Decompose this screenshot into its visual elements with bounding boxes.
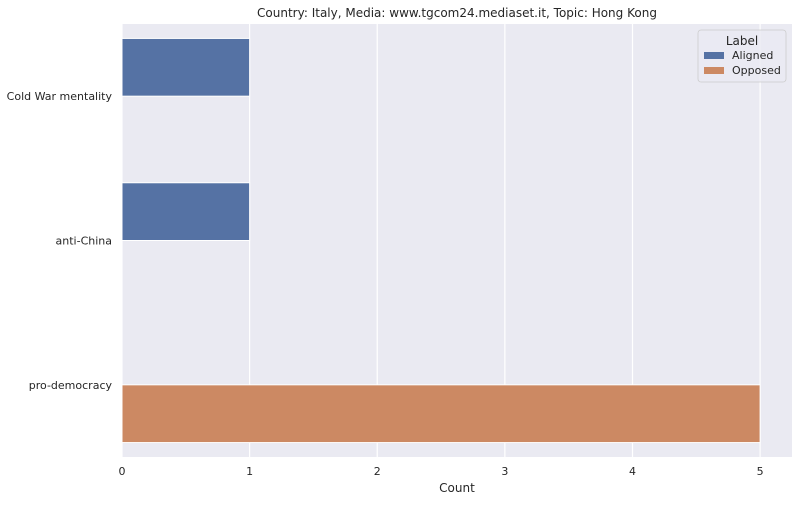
x-tick-labels: 0 1 2 3 4 5 <box>119 465 764 478</box>
legend-swatch-opposed <box>704 67 724 74</box>
legend-label-aligned: Aligned <box>732 49 773 62</box>
x-tick-label: 4 <box>629 465 636 478</box>
x-axis-label: Count <box>439 481 475 495</box>
x-tick-label: 5 <box>757 465 764 478</box>
x-tick-label: 3 <box>501 465 508 478</box>
y-tick-label: anti-China <box>56 235 112 248</box>
chart-title: Country: Italy, Media: www.tgcom24.media… <box>257 6 657 20</box>
x-tick-label: 0 <box>119 465 126 478</box>
legend-label-opposed: Opposed <box>732 64 781 77</box>
legend-title: Label <box>726 34 758 48</box>
legend-swatch-aligned <box>704 52 724 59</box>
bar-opposed-2 <box>121 384 761 444</box>
bar-aligned-0 <box>121 37 251 97</box>
y-tick-label: Cold War mentality <box>7 90 113 103</box>
bar-aligned-1 <box>121 182 251 241</box>
x-tick-label: 1 <box>246 465 253 478</box>
bars <box>121 37 761 444</box>
y-tick-label: pro-democracy <box>29 379 113 392</box>
y-tick-labels: Cold War mentality anti-China pro-democrac… <box>7 90 113 392</box>
x-tick-label: 2 <box>374 465 381 478</box>
